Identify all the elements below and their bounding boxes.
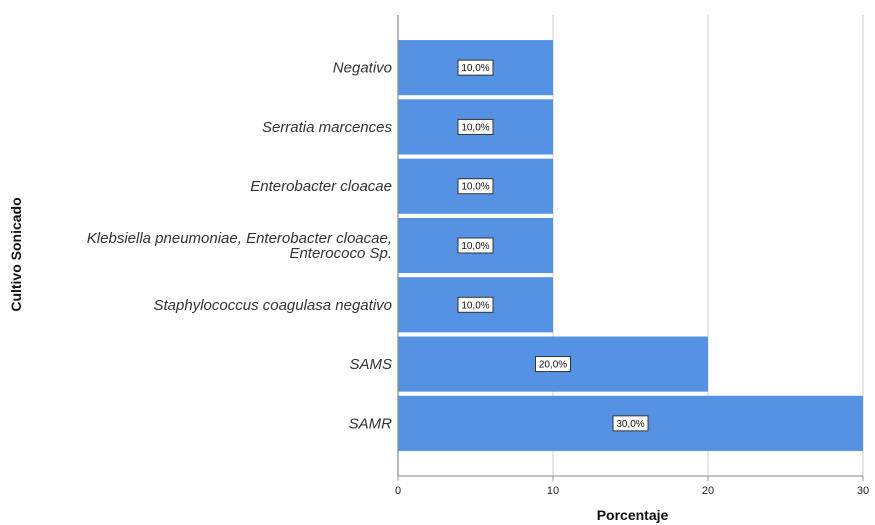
data-label: 10,0% (461, 182, 489, 193)
data-label: 10,0% (461, 241, 489, 252)
category-label-line: Enterobacter cloacae (250, 178, 392, 195)
x-axis-title: Porcentaje (597, 507, 669, 523)
category-label: Klebsiella pneumoniae, Enterobacter cloa… (87, 230, 392, 262)
data-label-box (535, 356, 571, 373)
category-label: Serratia marcences (262, 119, 393, 136)
category-label-line: Serratia marcences (262, 119, 393, 136)
data-labels: 10,0% 10,0% 10,0% 10,0% 10,0% 20,0% 30,0% (457, 59, 649, 432)
category-label-line: Enterococo Sp. (289, 245, 392, 262)
data-label: 30,0% (616, 419, 644, 430)
category-label-line: Staphylococcus coagulasa negativo (154, 297, 393, 314)
category-label: Staphylococcus coagulasa negativo (154, 297, 393, 314)
category-label-line: SAMR (349, 415, 393, 432)
y-axis-title: Cultivo Sonicado (8, 197, 24, 311)
axes (397, 15, 864, 481)
category-label-line: Negativo (333, 60, 392, 77)
x-tick-label: 0 (395, 485, 401, 497)
category-label-line: Klebsiella pneumoniae, Enterobacter cloa… (87, 230, 392, 247)
category-label: SAMS (349, 356, 392, 373)
category-label: Negativo (333, 60, 392, 77)
x-tick-label: 10 (547, 485, 559, 497)
category-label: Enterobacter cloacae (250, 178, 392, 195)
data-label: 20,0% (539, 360, 567, 371)
category-label: SAMR (349, 415, 393, 432)
data-label-box (457, 118, 494, 135)
data-label: 10,0% (461, 300, 489, 311)
x-tick-label: 30 (857, 485, 869, 497)
data-label: 10,0% (461, 122, 489, 133)
data-label-box (457, 178, 494, 195)
data-label-box (457, 237, 494, 254)
data-label-box (612, 415, 649, 432)
data-label-box (457, 59, 494, 76)
category-label-line: SAMS (349, 356, 392, 373)
x-tick-labels: 0 10 20 30 (395, 485, 869, 497)
data-label: 10,0% (461, 63, 489, 74)
data-label-box (457, 296, 494, 313)
x-tick-label: 20 (702, 485, 714, 497)
category-labels: Negativo Serratia marcences Enterobacter c… (87, 60, 393, 433)
